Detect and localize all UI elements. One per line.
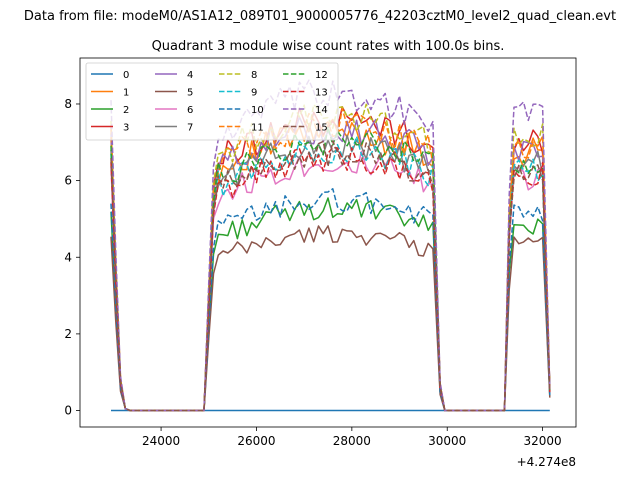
figure-suptitle: Data from file: modeM0/AS1A12_089T01_900…: [24, 9, 616, 24]
legend-label: 3: [123, 123, 129, 134]
legend-item-2: 2: [91, 105, 129, 116]
legend-item-0: 0: [91, 70, 129, 81]
legend-label: 7: [187, 123, 193, 134]
legend-item-14: 14: [283, 105, 328, 116]
legend-label: 11: [251, 123, 264, 134]
series-line-15: [110, 140, 551, 412]
chart-title: Quadrant 3 module wise count rates with …: [152, 39, 505, 54]
legend-label: 8: [251, 70, 257, 81]
legend-label: 14: [315, 105, 328, 116]
legend-label: 5: [187, 88, 193, 99]
x-tick-label: 26000: [237, 434, 275, 448]
y-tick-label: 8: [64, 97, 72, 111]
legend-item-3: 3: [91, 123, 129, 134]
x-offset-label: +4.274e8: [517, 455, 576, 469]
legend-label: 15: [315, 123, 328, 134]
y-tick-label: 0: [64, 404, 72, 418]
legend-item-15: 15: [283, 123, 328, 134]
y-tick-label: 2: [64, 327, 72, 341]
legend-label: 0: [123, 70, 129, 81]
legend-label: 13: [315, 88, 328, 99]
legend-item-9: 9: [219, 88, 257, 99]
legend-item-12: 12: [283, 70, 328, 81]
legend-item-1: 1: [91, 88, 129, 99]
legend-label: 4: [187, 70, 193, 81]
legend-label: 1: [123, 88, 129, 99]
legend-item-4: 4: [155, 70, 193, 81]
legend-frame: [85, 62, 339, 141]
y-tick-label: 6: [64, 174, 72, 188]
legend-item-7: 7: [155, 123, 193, 134]
y-axis: 0 2 4 6 8: [64, 97, 80, 418]
x-axis: 24000 26000 28000 30000 32000: [142, 427, 562, 448]
legend-item-11: 11: [219, 123, 264, 134]
legend-label: 12: [315, 70, 328, 81]
legend-label: 9: [251, 88, 257, 99]
legend-item-5: 5: [155, 88, 193, 99]
x-tick-label: 32000: [524, 434, 562, 448]
legend-label: 6: [187, 105, 193, 116]
legend-label: 10: [251, 105, 264, 116]
x-tick-label: 28000: [333, 434, 371, 448]
y-tick-label: 4: [64, 250, 72, 264]
plot-frame: [79, 57, 577, 428]
legend-item-13: 13: [283, 88, 328, 99]
legend-label: 2: [123, 105, 129, 116]
x-tick-label: 30000: [428, 434, 466, 448]
legend-item-8: 8: [219, 70, 257, 81]
legend-item-10: 10: [219, 105, 264, 116]
legend-item-6: 6: [155, 105, 193, 116]
x-tick-label: 24000: [142, 434, 180, 448]
